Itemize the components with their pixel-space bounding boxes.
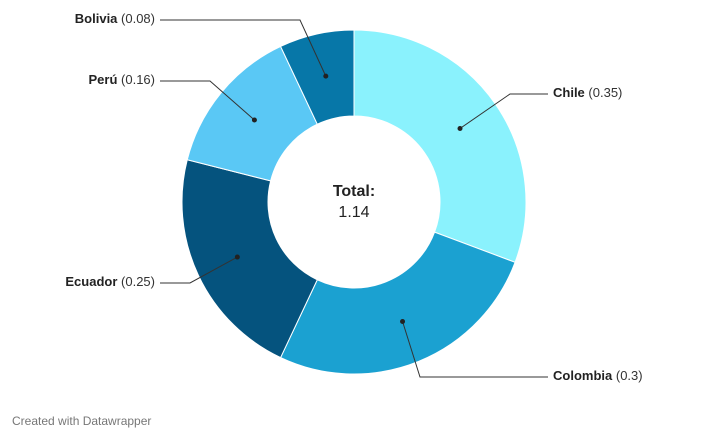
footer: Created with Datawrapper <box>12 414 151 428</box>
leader-line <box>160 256 238 284</box>
donut-slice <box>181 159 318 359</box>
leader-line <box>402 321 548 378</box>
slice-name: Bolivia <box>75 11 118 26</box>
slice-name: Colombia <box>553 368 613 383</box>
slice-label: Ecuador (0.25) <box>65 274 155 289</box>
slice-name: Ecuador <box>65 274 117 289</box>
leader-dot <box>400 319 406 325</box>
donut-slice <box>279 231 516 375</box>
slice-label: Bolivia (0.08) <box>75 11 155 26</box>
slice-label: Colombia (0.3) <box>553 368 643 383</box>
slice-name: Chile <box>553 85 585 100</box>
donut-slice <box>353 29 527 263</box>
leader-line <box>160 80 255 121</box>
leader-dot <box>457 125 463 131</box>
center-value: 1.14 <box>338 204 369 221</box>
slice-value: (0.35) <box>588 85 622 100</box>
slice-value: (0.08) <box>121 11 155 26</box>
slice-value: (0.16) <box>121 72 155 87</box>
slice-name: Perú <box>89 72 118 87</box>
slice-label: Chile (0.35) <box>553 85 622 100</box>
leader-line <box>459 93 548 129</box>
leader-dot <box>323 73 329 79</box>
slice-label: Perú (0.16) <box>89 72 156 87</box>
donut-slice <box>279 29 355 125</box>
slice-value: (0.3) <box>616 368 643 383</box>
slice-value: (0.25) <box>121 274 155 289</box>
center-title: Total: <box>333 183 375 200</box>
leader-line <box>160 19 327 77</box>
leader-dot <box>234 254 240 260</box>
leader-dot <box>251 117 257 123</box>
